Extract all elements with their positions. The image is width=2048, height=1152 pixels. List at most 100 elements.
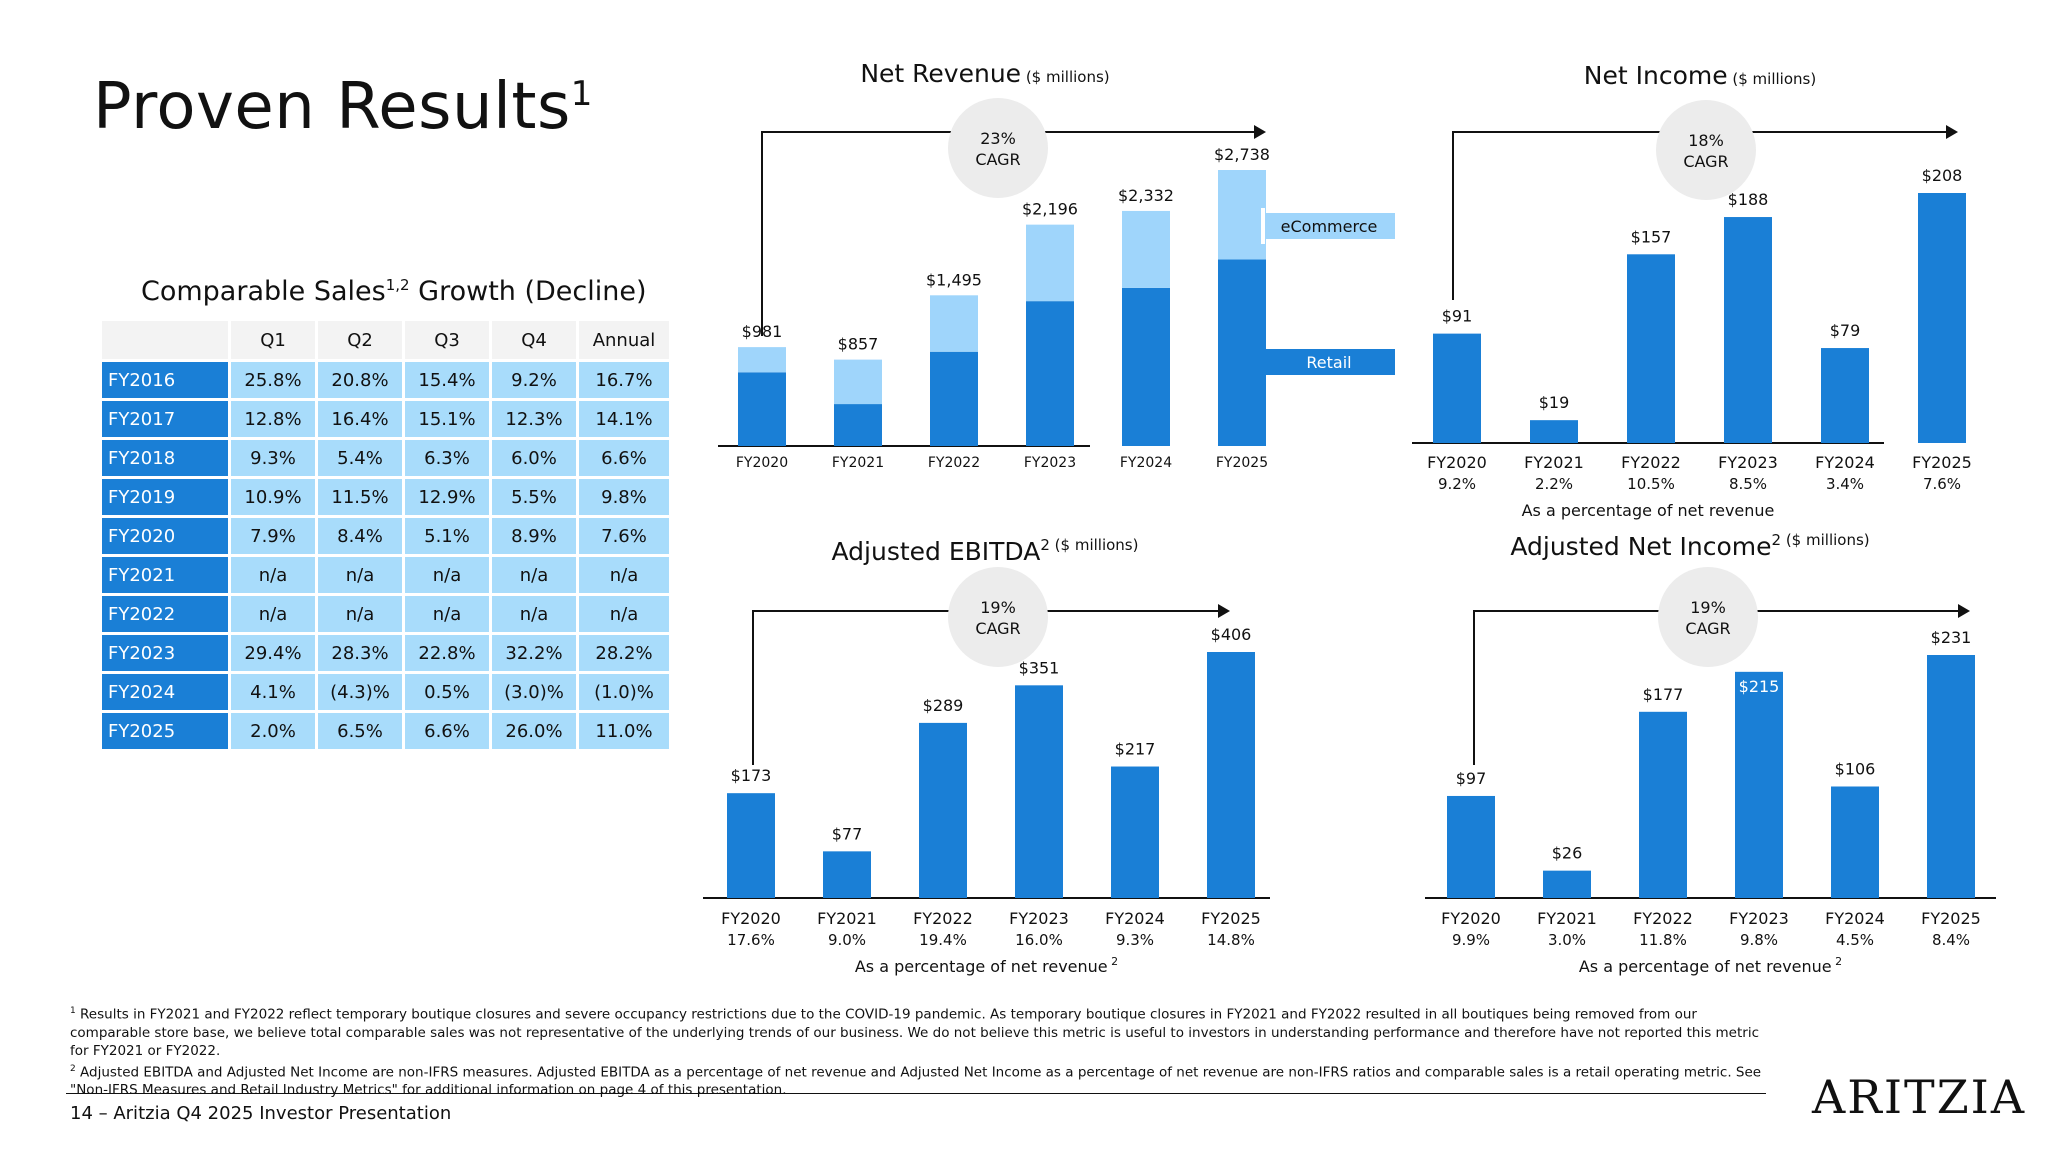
arrow-head-icon [1218, 604, 1230, 618]
row-year-cell: FY2024 [102, 674, 228, 710]
table-row: FY2016 25.8% 20.8% 15.4% 9.2% 16.7% [102, 362, 669, 398]
table-row: FY2023 29.4% 28.3% 22.8% 32.2% 28.2% [102, 635, 669, 671]
table-row: FY2017 12.8% 16.4% 15.1% 12.3% 14.1% [102, 401, 669, 437]
bar-value-label: $208 [1922, 166, 1963, 185]
x-tick-label: FY2021 [1524, 453, 1584, 472]
legend-retail-label: Retail [1306, 353, 1351, 372]
bar-value-label: $19 [1539, 393, 1570, 412]
percent-note: As a percentage of net revenue [1522, 501, 1775, 520]
cagr-badge [1656, 100, 1756, 200]
table-cell: 6.5% [318, 713, 402, 749]
bar [1543, 870, 1591, 898]
cagr-arrow-line [752, 610, 1218, 765]
table-cell: 8.4% [318, 518, 402, 554]
table-row: FY2022 n/a n/a n/a n/a n/a [102, 596, 669, 632]
x-tick-label: FY2021 [817, 909, 877, 928]
table-cell: 0.5% [405, 674, 489, 710]
table-cell: 15.1% [405, 401, 489, 437]
table-cell: 10.9% [231, 479, 315, 515]
percent-label: 14.8% [1207, 931, 1255, 949]
bar-value-label: $217 [1115, 740, 1156, 759]
x-tick-label: FY2025 [1921, 909, 1981, 928]
bar-retail [1122, 287, 1170, 446]
arrow-head-icon [1958, 604, 1970, 618]
cagr-arrow-line [761, 131, 1254, 336]
bar-ecommerce [1122, 210, 1170, 288]
footer-divider [66, 1093, 1766, 1094]
table-cell: 7.6% [579, 518, 669, 554]
table-cell: (3.0)% [492, 674, 576, 710]
cagr-badge [1658, 567, 1758, 667]
chart-title: Adjusted EBITDA2 ($ millions) [832, 536, 1139, 566]
bar-value-label: $91 [1442, 307, 1473, 326]
footnote-2: 2 Adjusted EBITDA and Adjusted Net Incom… [70, 1063, 1762, 1099]
table-cell: 9.2% [492, 362, 576, 398]
table-cell: 7.9% [231, 518, 315, 554]
table-row: FY2024 4.1% (4.3)% 0.5% (3.0)% (1.0)% [102, 674, 669, 710]
bar-value-label: $1,495 [926, 270, 982, 289]
percent-note: As a percentage of net revenue 2 [855, 955, 1118, 976]
table-cell: 6.0% [492, 440, 576, 476]
row-year-cell: FY2018 [102, 440, 228, 476]
arrow-head-icon [1254, 125, 1266, 139]
arrow-head-icon [1946, 125, 1958, 139]
bar [1639, 711, 1687, 898]
x-tick-label: FY2025 [1216, 455, 1268, 471]
table-cell: 12.9% [405, 479, 489, 515]
bar-retail [1026, 301, 1074, 446]
table-cell: n/a [492, 596, 576, 632]
cagr-value: 19% [1690, 598, 1726, 617]
table-cell: 6.6% [579, 440, 669, 476]
bar-retail [738, 372, 786, 446]
bar-value-label: $289 [923, 696, 964, 715]
percent-label: 16.0% [1015, 931, 1063, 949]
table-cell: 4.1% [231, 674, 315, 710]
x-tick-label: FY2024 [1825, 909, 1885, 928]
bar [1015, 685, 1063, 898]
bar-value-label: $77 [832, 824, 863, 843]
table-cell: 32.2% [492, 635, 576, 671]
page-title: Proven Results1 [93, 70, 593, 144]
bar-ecommerce [738, 347, 786, 373]
x-tick-label: FY2020 [736, 455, 788, 471]
bar-value-label: $857 [838, 335, 879, 354]
row-year-cell: FY2020 [102, 518, 228, 554]
percent-label: 10.5% [1627, 475, 1675, 493]
cagr-arrow-line [1473, 610, 1958, 765]
percent-label: 9.3% [1116, 931, 1154, 949]
cagr-arrow-line [1452, 131, 1946, 300]
cagr-badge [948, 567, 1048, 667]
cagr-label: CAGR [1685, 619, 1730, 638]
bar [1207, 652, 1255, 898]
cagr-value: 23% [980, 129, 1016, 148]
bar-value-label: $2,738 [1214, 145, 1270, 164]
column-header: Q3 [405, 321, 489, 359]
bar-value-label: $79 [1830, 321, 1861, 340]
x-tick-label: FY2024 [1105, 909, 1165, 928]
bar-value-label: $177 [1643, 685, 1684, 704]
comparable-sales-table: Q1 Q2 Q3 Q4 Annual FY2016 25.8% 20.8% 15.4%… [99, 318, 672, 752]
bar [1447, 795, 1495, 898]
percent-label: 9.8% [1740, 931, 1778, 949]
table-row: FY2020 7.9% 8.4% 5.1% 8.9% 7.6% [102, 518, 669, 554]
percent-label: 3.4% [1826, 475, 1864, 493]
bar-retail [930, 351, 978, 446]
x-tick-label: FY2022 [1621, 453, 1681, 472]
table-cell: n/a [579, 557, 669, 593]
bar-ecommerce [1026, 224, 1074, 302]
table-cell: n/a [318, 596, 402, 632]
bar [1724, 217, 1772, 443]
row-year-cell: FY2025 [102, 713, 228, 749]
bar-retail [834, 404, 882, 446]
x-tick-label: FY2025 [1912, 453, 1972, 472]
x-tick-label: FY2023 [1024, 455, 1076, 471]
footnotes: 1 Results in FY2021 and FY2022 reflect t… [70, 1002, 1770, 1099]
x-tick-label: FY2023 [1009, 909, 1069, 928]
row-year-cell: FY2016 [102, 362, 228, 398]
comparable-sales-title: Comparable Sales1,2 Growth (Decline) [141, 276, 647, 307]
table-cell: 6.6% [405, 713, 489, 749]
bar-value-label: $215 [1739, 677, 1780, 696]
table-cell: 15.4% [405, 362, 489, 398]
table-cell: n/a [231, 596, 315, 632]
